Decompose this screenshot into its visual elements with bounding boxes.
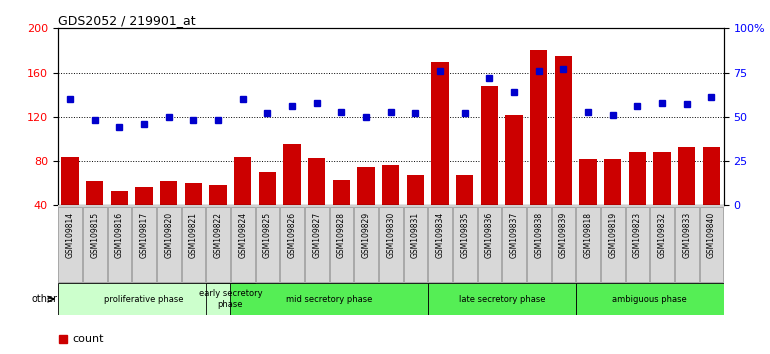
Text: GSM109840: GSM109840 — [707, 212, 716, 258]
FancyBboxPatch shape — [700, 207, 723, 282]
Bar — [58, 283, 230, 315]
Bar — [357, 167, 375, 250]
Text: GSM109837: GSM109837 — [510, 212, 519, 258]
FancyBboxPatch shape — [256, 207, 280, 282]
Text: GSM109831: GSM109831 — [411, 212, 420, 258]
Text: early secretory
phase: early secretory phase — [199, 290, 263, 309]
Text: GSM109815: GSM109815 — [90, 212, 99, 258]
Text: GSM109824: GSM109824 — [238, 212, 247, 258]
Text: ambiguous phase: ambiguous phase — [612, 295, 687, 304]
FancyBboxPatch shape — [354, 207, 378, 282]
FancyBboxPatch shape — [206, 207, 230, 282]
Text: GSM109825: GSM109825 — [263, 212, 272, 258]
FancyBboxPatch shape — [280, 207, 304, 282]
Text: GSM109822: GSM109822 — [213, 212, 223, 258]
Text: GSM109829: GSM109829 — [362, 212, 370, 258]
Bar — [428, 283, 576, 315]
FancyBboxPatch shape — [231, 207, 255, 282]
Bar — [111, 191, 128, 250]
FancyBboxPatch shape — [625, 207, 649, 282]
Bar — [555, 56, 572, 250]
FancyBboxPatch shape — [428, 207, 452, 282]
Text: GSM109835: GSM109835 — [460, 212, 469, 258]
Text: GSM109820: GSM109820 — [164, 212, 173, 258]
Text: GSM109827: GSM109827 — [313, 212, 321, 258]
Bar — [456, 176, 474, 250]
Text: GSM109830: GSM109830 — [387, 212, 395, 258]
FancyBboxPatch shape — [59, 207, 82, 282]
Bar — [407, 176, 424, 250]
Text: GSM109814: GSM109814 — [65, 212, 75, 258]
Text: GSM109819: GSM109819 — [608, 212, 618, 258]
Bar — [209, 185, 226, 250]
Bar — [654, 152, 671, 250]
Text: GSM109833: GSM109833 — [682, 212, 691, 258]
Bar — [480, 86, 498, 250]
Text: GSM109826: GSM109826 — [288, 212, 296, 258]
FancyBboxPatch shape — [453, 207, 477, 282]
Text: mid secretory phase: mid secretory phase — [286, 295, 372, 304]
Text: GSM109836: GSM109836 — [485, 212, 494, 258]
Bar — [185, 183, 202, 250]
Bar — [308, 158, 326, 250]
Text: other: other — [32, 294, 58, 304]
FancyBboxPatch shape — [601, 207, 624, 282]
FancyBboxPatch shape — [527, 207, 551, 282]
Text: GSM109828: GSM109828 — [337, 212, 346, 258]
Text: GSM109834: GSM109834 — [436, 212, 444, 258]
Bar — [86, 181, 103, 250]
Bar — [629, 152, 646, 250]
FancyBboxPatch shape — [83, 207, 106, 282]
Bar — [703, 147, 720, 250]
FancyBboxPatch shape — [132, 207, 156, 282]
Text: GSM109832: GSM109832 — [658, 212, 667, 258]
FancyBboxPatch shape — [305, 207, 329, 282]
Text: count: count — [72, 334, 104, 344]
Bar — [230, 283, 428, 315]
Bar — [604, 159, 621, 250]
Bar — [206, 283, 255, 315]
Text: GSM109839: GSM109839 — [559, 212, 568, 258]
Bar — [382, 166, 400, 250]
Bar — [580, 159, 597, 250]
Text: GSM109817: GSM109817 — [139, 212, 149, 258]
Text: GDS2052 / 219901_at: GDS2052 / 219901_at — [58, 14, 196, 27]
Text: GSM109838: GSM109838 — [534, 212, 544, 258]
FancyBboxPatch shape — [157, 207, 181, 282]
FancyBboxPatch shape — [379, 207, 403, 282]
Bar — [58, 205, 724, 283]
FancyBboxPatch shape — [403, 207, 427, 282]
FancyBboxPatch shape — [576, 207, 600, 282]
Bar — [505, 115, 523, 250]
Text: GSM109816: GSM109816 — [115, 212, 124, 258]
Bar — [678, 147, 695, 250]
FancyBboxPatch shape — [182, 207, 206, 282]
FancyBboxPatch shape — [651, 207, 674, 282]
Text: proliferative phase: proliferative phase — [105, 295, 184, 304]
FancyBboxPatch shape — [502, 207, 526, 282]
Bar — [531, 51, 547, 250]
Bar — [259, 172, 276, 250]
Text: GSM109818: GSM109818 — [584, 212, 593, 258]
Bar — [160, 181, 177, 250]
Bar — [234, 156, 251, 250]
FancyBboxPatch shape — [551, 207, 575, 282]
Bar — [62, 156, 79, 250]
FancyBboxPatch shape — [330, 207, 353, 282]
FancyBboxPatch shape — [675, 207, 698, 282]
Bar — [136, 187, 152, 250]
Text: GSM109823: GSM109823 — [633, 212, 642, 258]
FancyBboxPatch shape — [477, 207, 501, 282]
Bar — [576, 283, 724, 315]
Bar — [431, 62, 449, 250]
Bar — [333, 180, 350, 250]
Bar — [283, 144, 301, 250]
Text: GSM109821: GSM109821 — [189, 212, 198, 258]
FancyBboxPatch shape — [108, 207, 131, 282]
Text: late secretory phase: late secretory phase — [458, 295, 545, 304]
